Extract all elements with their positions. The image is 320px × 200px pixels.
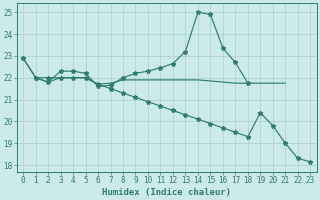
X-axis label: Humidex (Indice chaleur): Humidex (Indice chaleur) bbox=[102, 188, 231, 197]
